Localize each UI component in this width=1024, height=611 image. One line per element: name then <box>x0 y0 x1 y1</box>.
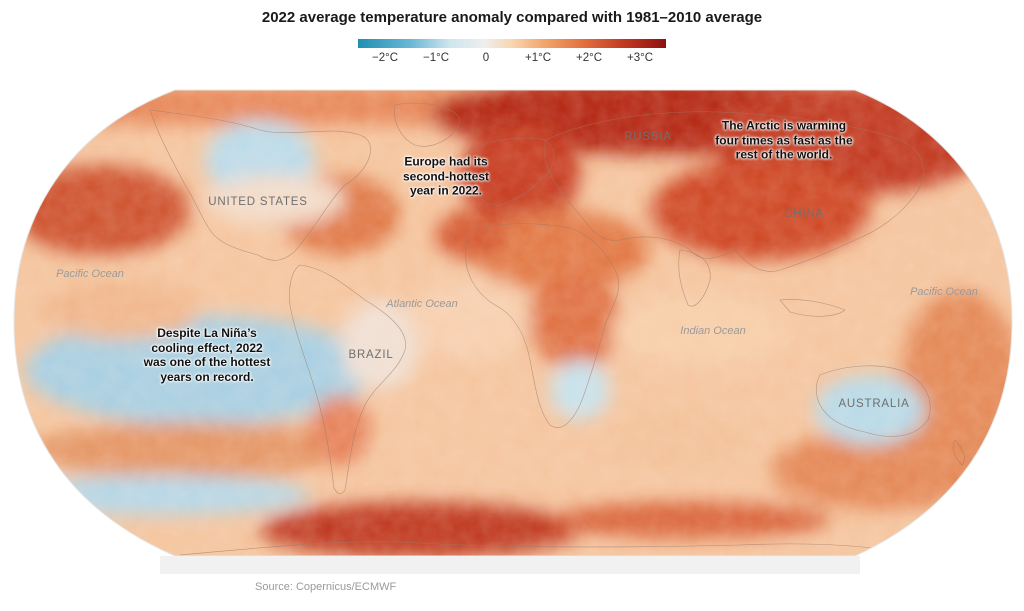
label-pacific-ocean-west: Pacific Ocean <box>56 268 124 280</box>
label-brazil: BRAZIL <box>348 349 394 361</box>
chart-title: 2022 average temperature anomaly compare… <box>261 9 763 26</box>
legend-tick: +1°C <box>524 52 552 64</box>
antarctica <box>160 556 860 574</box>
color-legend: −2°C −1°C 0 +1°C +2°C +3°C <box>358 39 666 69</box>
annotation-europe: Europe had its second-hottest year in 20… <box>402 154 490 198</box>
label-united-states: UNITED STATES <box>208 196 308 208</box>
legend-tick: −1°C <box>422 52 450 64</box>
label-australia: AUSTRALIA <box>838 398 910 410</box>
legend-tick: 0 <box>482 52 490 64</box>
legend-tick: +3°C <box>626 52 654 64</box>
label-pacific-ocean-east: Pacific Ocean <box>910 286 978 298</box>
temperature-field <box>14 90 1012 556</box>
legend-tick: +2°C <box>575 52 603 64</box>
label-atlantic-ocean: Atlantic Ocean <box>386 298 458 310</box>
annotation-la-nina: Despite La Niña’s cooling effect, 2022 w… <box>143 326 271 384</box>
label-china: CHINA <box>784 208 824 220</box>
source-note: Source: Copernicus/ECMWF <box>255 581 397 593</box>
legend-tick: −2°C <box>371 52 399 64</box>
legend-color-bar <box>358 39 666 48</box>
label-indian-ocean: Indian Ocean <box>680 325 746 337</box>
label-russia: RUSSIA <box>624 131 672 143</box>
annotation-arctic: The Arctic is warming four times as fast… <box>715 118 853 162</box>
